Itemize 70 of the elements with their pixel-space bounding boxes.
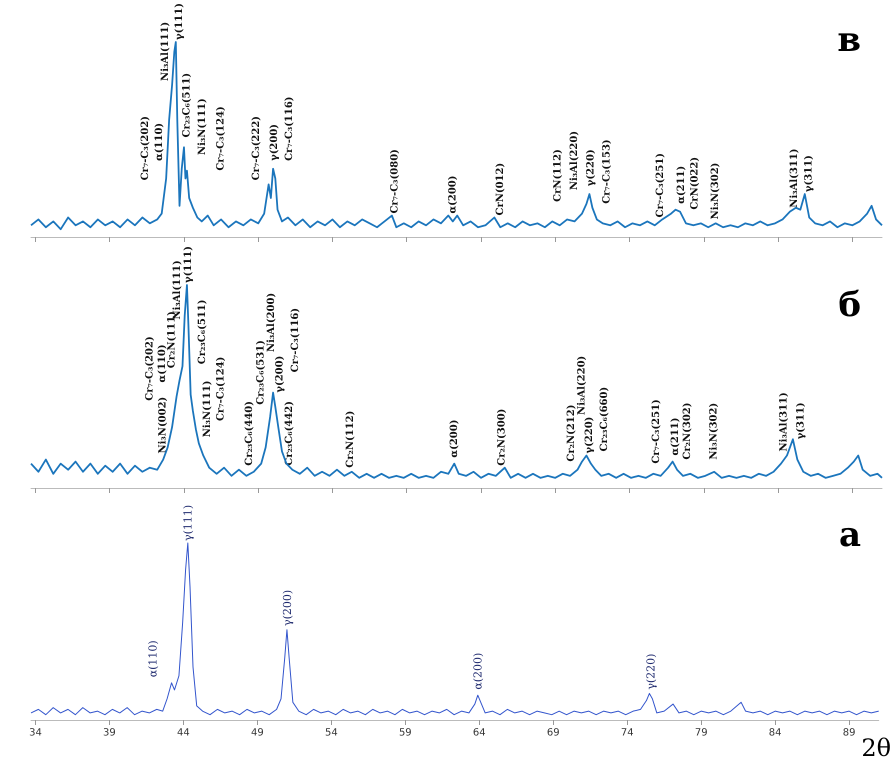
text: γ(111): [182, 246, 194, 283]
annotation: α(200): [448, 420, 460, 458]
annotation: α(200): [471, 652, 484, 690]
x-tick-label: 74: [620, 728, 634, 738]
annotation: Ni₃N(302): [710, 162, 722, 220]
annotation: Ni₃Al(220): [569, 130, 580, 190]
x-tick-label: 79: [694, 728, 708, 738]
annotation: Cr₂₃C₆(440): [244, 401, 255, 466]
annotation: Cr₂₃C₆(511): [197, 300, 208, 364]
x-tick-label: 34: [29, 728, 42, 738]
annotation: Cr₇-C₃(080): [389, 149, 400, 214]
annotation: Cr₂₃C₆(531): [256, 340, 267, 405]
annotation: γ(200): [281, 590, 294, 626]
annotation: Cr₂₃C₆(442): [284, 401, 295, 466]
annotation: CrN(012): [494, 162, 506, 216]
annotation: Ni₃N(111): [197, 98, 208, 156]
annotation: α(110): [154, 122, 165, 161]
annotation: Ni₃N(002): [158, 396, 169, 454]
annotation: Ni₃N(302): [708, 402, 720, 460]
chart-title: а: [838, 515, 861, 555]
annotation: α(110): [146, 640, 160, 678]
annotation: Cr₇-C₃(202): [144, 336, 156, 401]
annotation: Cr₇-C₃(222): [251, 116, 262, 180]
annotation: γ(220): [584, 416, 595, 454]
annotation: γ(200): [269, 124, 280, 161]
annotation: Cr₇-C₃(251): [650, 399, 662, 464]
x-tick-label: 59: [398, 728, 412, 738]
annotation: Cr₇-C₃(202): [140, 116, 151, 180]
annotation: Cr₂N(112): [344, 410, 356, 468]
annotation: Ni₃Al(111): [160, 22, 171, 81]
text: γ(111): [181, 504, 194, 541]
annotation: γ(311): [796, 402, 807, 440]
annotation: Cr₇-C₃(124): [216, 356, 227, 422]
annotation: α(211): [670, 418, 682, 456]
annotation: Ni₃N(111): [202, 380, 214, 438]
annotation: α(211): [676, 166, 688, 204]
annotation: Cr₂N(212): [566, 404, 578, 462]
x-axis-title: 2θ: [861, 734, 892, 762]
annotation: α(110): [156, 344, 168, 382]
annotation: Cr₇-C₃(251): [655, 153, 666, 218]
x-tick-label: 44: [177, 728, 190, 738]
annotation: CrN(022): [689, 156, 700, 210]
annotation: Cr₂₃C₆(511): [181, 72, 192, 138]
annotation: γ(220): [644, 654, 658, 690]
text: γ(111): [174, 3, 186, 40]
annotation: Ni₃Al(311): [778, 392, 790, 452]
annotation: γ(311): [804, 155, 815, 192]
annotation: Ni₃Al(311): [788, 148, 800, 208]
annotation: Cr₇-C₃(153): [602, 139, 613, 204]
annotation: Cr₂N(300): [496, 408, 508, 466]
annotation: Ni₃Al(220): [576, 356, 588, 415]
chart-title: б: [838, 285, 862, 325]
x-tick-label: 89: [842, 728, 856, 738]
chart-title: в: [837, 20, 861, 60]
annotation: CrN(112): [552, 149, 564, 202]
annotation: Cr₂N(302): [682, 402, 693, 460]
annotation: α(200): [447, 176, 458, 214]
annotation: γ(200): [274, 356, 286, 393]
annotation: Ni₃Al(200): [266, 292, 278, 352]
annotation: γ(220): [585, 149, 596, 186]
x-tick-label: 84: [768, 728, 782, 738]
x-tick-label: 49: [250, 728, 264, 738]
annotation: Cr₇-C₃(124): [216, 106, 227, 171]
annotation: Cr₇-C₃(116): [290, 308, 301, 372]
x-tick-label: 64: [472, 728, 486, 738]
x-tick-label: 39: [103, 728, 116, 738]
annotation: Cr₇-C₃(116): [284, 96, 295, 161]
x-tick-label: 69: [546, 728, 560, 738]
x-tick-label: 54: [324, 728, 338, 738]
annotation: Cr₂₃C₆(660): [598, 386, 610, 452]
